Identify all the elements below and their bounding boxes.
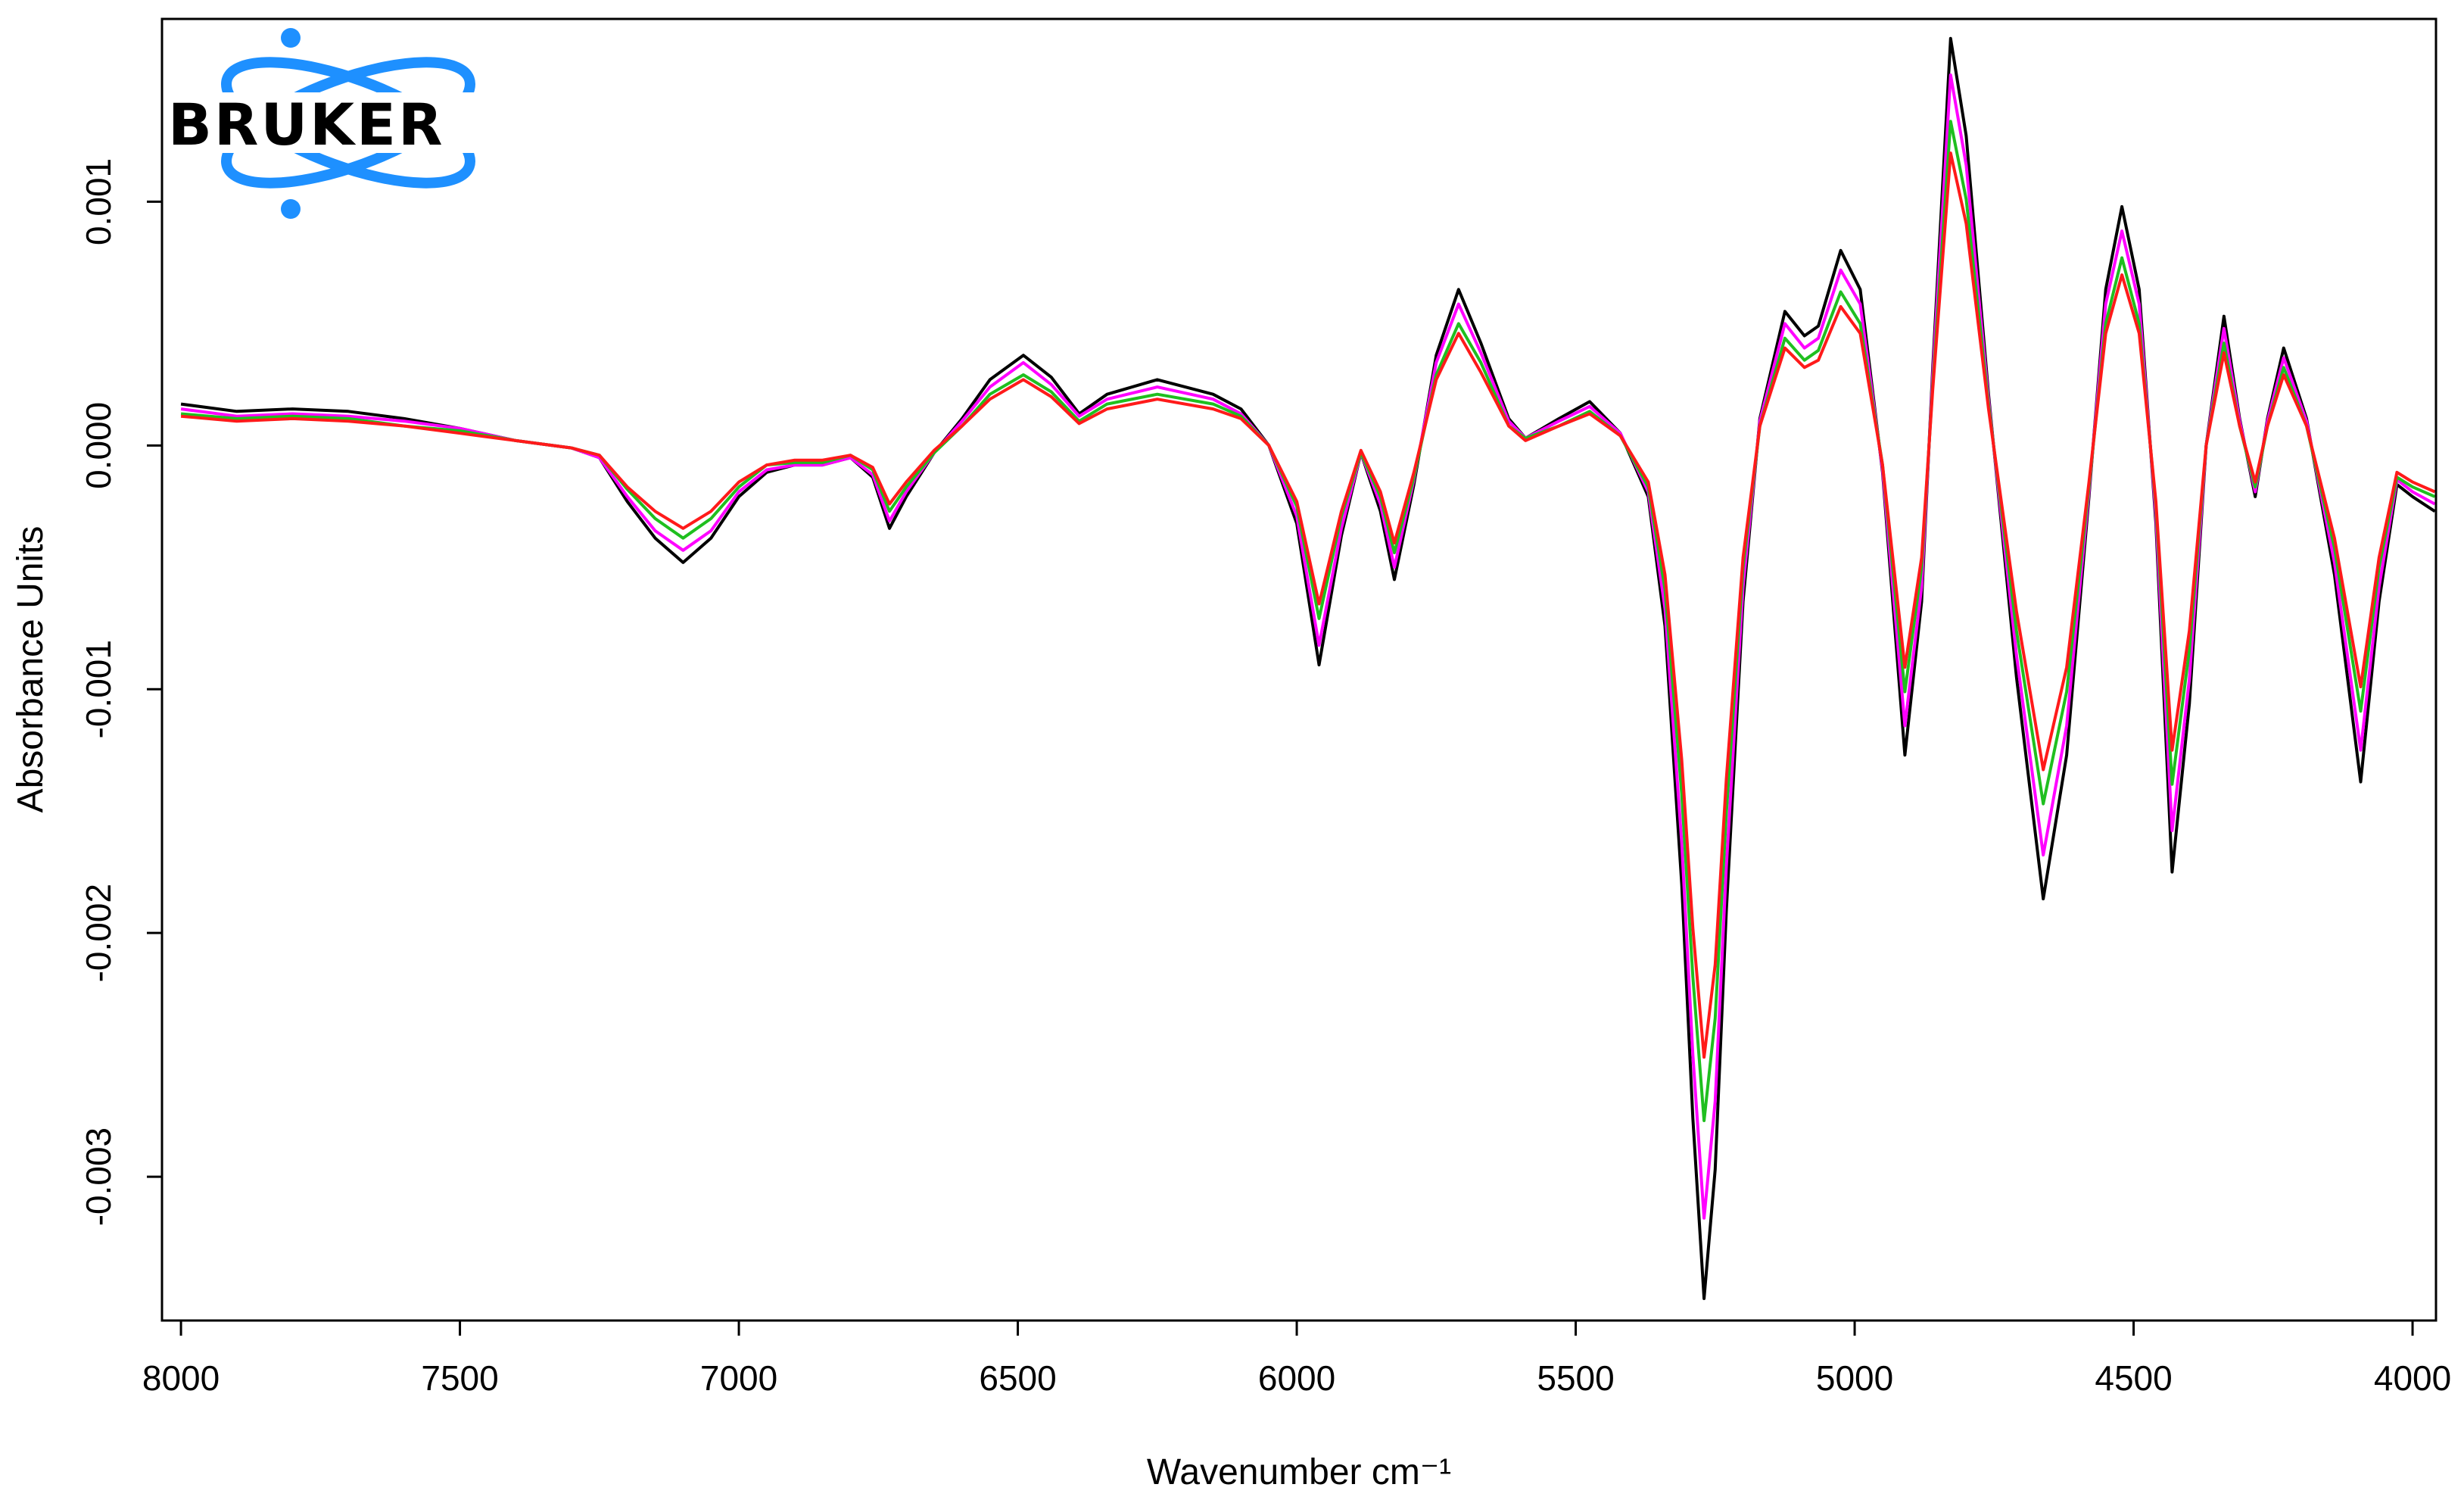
plot-area [180,36,2436,1300]
x-tick-label: 8000 [142,1358,220,1398]
logo-orbit [221,57,475,189]
x-tick-label: 4500 [2095,1358,2172,1398]
y-tick-label: 0.000 [79,402,118,489]
x-tick-label: 5000 [1816,1358,1893,1398]
spectrum-line [180,73,2436,1220]
logo-orbit [221,57,475,189]
y-axis-label: Absorbance Units [11,526,51,813]
spectrum-line [180,151,2436,1059]
logo-text: BRUKER [168,91,445,158]
spectrum-line [180,120,2436,1122]
y-tick-label: 0.001 [79,158,118,245]
x-tick-label: 7000 [700,1358,777,1398]
spectrum-line [180,36,2436,1300]
x-tick-label: 6000 [1258,1358,1335,1398]
logo: BRUKER [163,28,537,219]
x-tick-label: 6500 [979,1358,1056,1398]
logo-dot [281,28,301,48]
logo-backdrop [163,92,537,153]
x-axis-label: Wavenumber cm⁻¹ [1147,1452,1451,1492]
plot-frame [160,17,2438,1322]
x-tick-label: 4000 [2374,1358,2451,1398]
y-tick-label: -0.002 [79,884,118,982]
x-tick-label: 5500 [1537,1358,1614,1398]
logo-dot [281,199,301,219]
y-tick-label: -0.001 [79,640,118,738]
x-tick-label: 7500 [421,1358,498,1398]
y-tick-label: -0.003 [79,1127,118,1226]
